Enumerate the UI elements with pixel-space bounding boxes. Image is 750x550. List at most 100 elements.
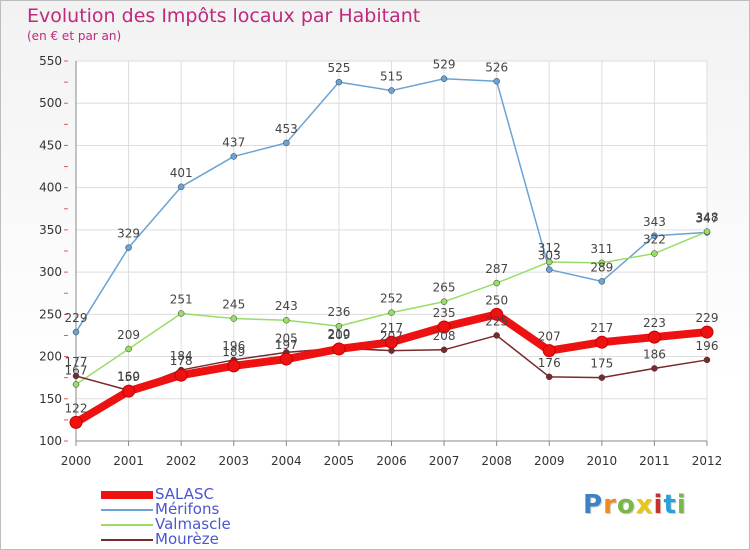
y-tick-label: 450 xyxy=(39,138,62,152)
data-point-valmascle xyxy=(388,309,395,316)
data-label-valmascle: 167 xyxy=(65,363,88,377)
data-label-mérifons: 229 xyxy=(65,311,88,325)
logo-letter: x xyxy=(635,490,654,520)
data-label-mérifons: 529 xyxy=(433,58,456,72)
data-point-mérifons xyxy=(72,328,80,336)
data-point-salasc xyxy=(174,368,188,382)
legend-label: Valmascle xyxy=(155,515,231,533)
y-tick-label: 550 xyxy=(39,54,62,68)
x-tick-label: 2012 xyxy=(692,454,723,468)
data-label-mourèze: 176 xyxy=(538,356,561,370)
legend-item-mérifons: Mérifons xyxy=(101,502,231,517)
data-point-salasc xyxy=(700,325,714,339)
data-label-salasc: 229 xyxy=(696,311,719,325)
data-label-mérifons: 329 xyxy=(117,227,140,241)
data-point-valmascle xyxy=(335,322,343,330)
data-label-salasc: 217 xyxy=(380,321,403,335)
data-label-salasc: 235 xyxy=(433,306,456,320)
data-label-valmascle: 322 xyxy=(643,233,666,247)
logo-letter: i xyxy=(676,490,687,520)
data-label-mourèze: 160 xyxy=(117,369,140,383)
data-label-mourèze: 210 xyxy=(327,327,350,341)
data-label-salasc: 209 xyxy=(327,328,350,342)
data-point-valmascle xyxy=(177,310,185,317)
data-point-mérifons xyxy=(598,278,606,285)
data-label-valmascle: 209 xyxy=(117,328,140,342)
data-point-salasc xyxy=(385,335,398,349)
data-label-mérifons: 289 xyxy=(590,260,613,274)
data-point-valmascle xyxy=(72,381,80,388)
proxiti-logo: Proxiti xyxy=(583,490,687,520)
data-label-salasc: 197 xyxy=(275,338,298,352)
chart-legend: SALASC Mérifons Valmascle Mourèze xyxy=(101,487,231,547)
data-label-salasc: 250 xyxy=(485,293,508,307)
data-label-mérifons: 525 xyxy=(327,61,350,75)
data-point-salasc xyxy=(595,335,609,349)
data-point-valmascle xyxy=(651,250,658,257)
y-tick-label: 100 xyxy=(39,434,62,448)
data-point-valmascle xyxy=(703,228,711,235)
data-label-mourèze: 225 xyxy=(485,314,508,328)
data-label-valmascle: 245 xyxy=(222,298,245,312)
data-point-valmascle xyxy=(546,258,553,266)
data-point-mourèze xyxy=(72,372,80,380)
data-point-mérifons xyxy=(230,153,237,160)
y-tick-label: 200 xyxy=(39,350,62,364)
x-tick-label: 2004 xyxy=(271,454,302,468)
legend-swatch xyxy=(101,508,153,511)
y-tick-label: 150 xyxy=(39,392,62,406)
data-label-mourèze: 186 xyxy=(643,347,666,361)
data-point-salasc xyxy=(122,384,136,398)
data-label-mérifons: 343 xyxy=(643,215,666,229)
data-label-mérifons: 526 xyxy=(485,60,508,74)
data-label-mérifons: 453 xyxy=(275,122,298,136)
data-point-valmascle xyxy=(440,298,448,305)
logo-letter: P xyxy=(583,490,604,520)
data-label-salasc: 207 xyxy=(538,330,561,344)
data-point-mérifons xyxy=(440,75,448,82)
x-tick-label: 2003 xyxy=(218,454,249,468)
data-label-mérifons: 437 xyxy=(222,135,245,149)
legend-label: SALASC xyxy=(155,485,215,503)
data-point-mérifons xyxy=(651,232,658,240)
data-label-mérifons: 401 xyxy=(170,166,193,180)
data-point-mérifons xyxy=(546,266,553,273)
data-label-mourèze: 175 xyxy=(590,357,613,371)
data-label-mourèze: 196 xyxy=(222,339,245,353)
data-label-salasc: 178 xyxy=(170,354,193,368)
data-point-salasc xyxy=(69,415,83,429)
data-point-salasc xyxy=(279,352,293,366)
legend-item-salasc: SALASC xyxy=(101,487,231,502)
legend-swatch xyxy=(101,523,153,526)
data-point-salasc xyxy=(437,320,451,334)
data-label-valmascle: 312 xyxy=(538,241,561,255)
data-point-salasc xyxy=(227,359,241,373)
data-label-salasc: 189 xyxy=(222,345,245,359)
data-point-mérifons xyxy=(125,244,132,251)
data-point-mourèze xyxy=(440,346,448,354)
data-point-mérifons xyxy=(388,87,395,94)
data-label-valmascle: 243 xyxy=(275,299,298,313)
data-point-mérifons xyxy=(283,139,290,147)
data-point-mérifons xyxy=(177,183,185,191)
data-point-valmascle xyxy=(283,316,290,324)
data-point-mérifons xyxy=(335,78,343,86)
data-label-mourèze: 205 xyxy=(275,331,298,345)
data-label-valmascle: 252 xyxy=(380,292,403,306)
y-tick-label: 250 xyxy=(39,307,62,321)
data-label-mourèze: 207 xyxy=(380,330,403,344)
chart-subtitle: (en € et par an) xyxy=(27,29,122,43)
data-label-mourèze: 196 xyxy=(696,339,719,353)
legend-item-mourèze: Mourèze xyxy=(101,532,231,547)
data-point-mérifons xyxy=(493,78,500,85)
data-point-mourèze xyxy=(598,374,606,381)
data-point-valmascle xyxy=(230,315,237,322)
x-tick-label: 2001 xyxy=(113,454,144,468)
data-label-valmascle: 265 xyxy=(433,281,456,295)
data-point-salasc xyxy=(542,344,556,358)
data-point-valmascle xyxy=(493,279,500,287)
data-label-valmascle: 236 xyxy=(327,305,350,319)
x-tick-label: 2008 xyxy=(481,454,512,468)
x-tick-label: 2002 xyxy=(166,454,197,468)
